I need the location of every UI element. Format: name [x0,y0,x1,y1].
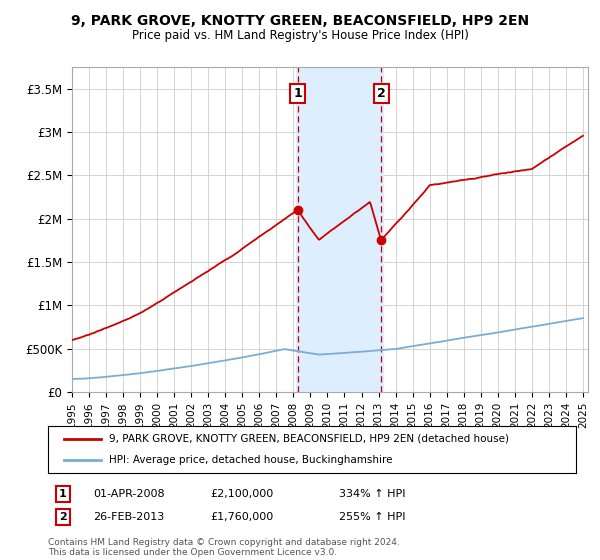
Text: HPI: Average price, detached house, Buckinghamshire: HPI: Average price, detached house, Buck… [109,455,392,465]
Text: 255% ↑ HPI: 255% ↑ HPI [339,512,406,522]
Text: 2: 2 [377,87,385,100]
Text: £2,100,000: £2,100,000 [210,489,273,499]
Text: Price paid vs. HM Land Registry's House Price Index (HPI): Price paid vs. HM Land Registry's House … [131,29,469,42]
Text: 1: 1 [59,489,67,499]
Text: 01-APR-2008: 01-APR-2008 [93,489,164,499]
Text: Contains HM Land Registry data © Crown copyright and database right 2024.
This d: Contains HM Land Registry data © Crown c… [48,538,400,557]
Text: 9, PARK GROVE, KNOTTY GREEN, BEACONSFIELD, HP9 2EN: 9, PARK GROVE, KNOTTY GREEN, BEACONSFIEL… [71,14,529,28]
Text: 26-FEB-2013: 26-FEB-2013 [93,512,164,522]
Bar [296,67,383,392]
Text: 2: 2 [59,512,67,522]
Text: 334% ↑ HPI: 334% ↑ HPI [339,489,406,499]
Text: £1,760,000: £1,760,000 [210,512,273,522]
Text: 1: 1 [293,87,302,100]
Text: 9, PARK GROVE, KNOTTY GREEN, BEACONSFIELD, HP9 2EN (detached house): 9, PARK GROVE, KNOTTY GREEN, BEACONSFIEL… [109,434,509,444]
